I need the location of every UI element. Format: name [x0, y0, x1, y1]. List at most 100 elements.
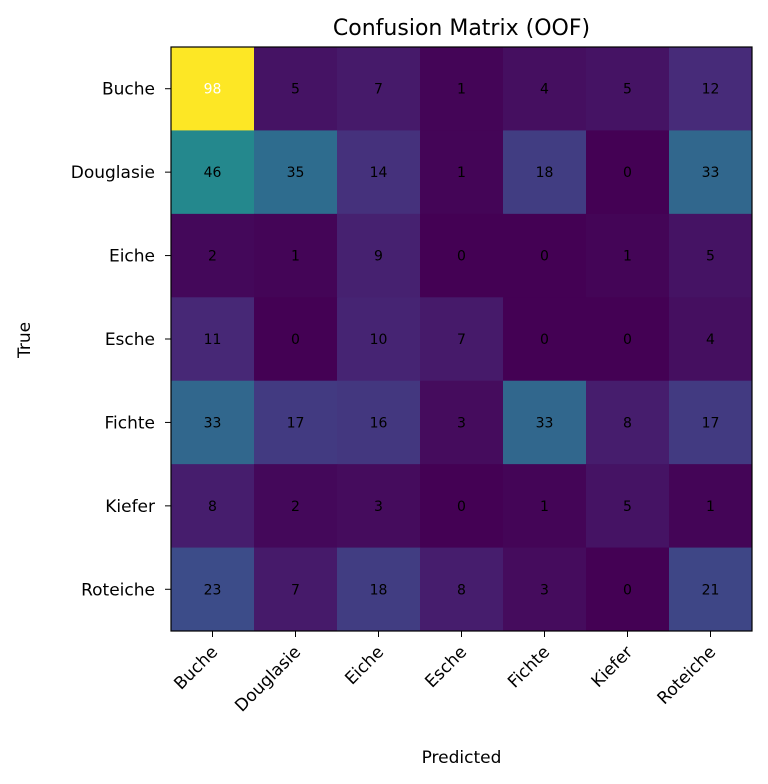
y-tick-label: Roteiche [81, 580, 155, 600]
x-tick-label: Buche [170, 642, 222, 694]
heatmap-cell [669, 47, 753, 131]
chart-title: Confusion Matrix (OOF) [333, 16, 590, 41]
heatmap-cell [337, 213, 421, 298]
x-tick-label: Eiche [341, 642, 388, 689]
cell-value-label: 35 [287, 165, 305, 181]
cell-value-label: 7 [374, 82, 383, 98]
x-axis-label: Predicted [422, 748, 502, 768]
heatmap-cell [420, 130, 504, 215]
cell-value-label: 0 [623, 582, 632, 598]
heatmap-cell [669, 297, 753, 382]
cell-value-label: 18 [370, 582, 388, 598]
cell-value-label: 11 [204, 332, 222, 348]
cell-value-label: 1 [291, 249, 300, 265]
cell-value-label: 3 [374, 499, 383, 515]
cell-value-label: 9 [374, 249, 383, 265]
cell-value-label: 7 [457, 332, 466, 348]
heatmap-cell [669, 380, 753, 465]
heatmap-cell [503, 547, 587, 632]
cell-value-label: 0 [540, 332, 549, 348]
cell-value-label: 21 [702, 582, 720, 598]
heatmap-cell [171, 297, 255, 382]
cell-value-label: 0 [291, 332, 300, 348]
heatmap-cell [254, 297, 338, 382]
cell-value-label: 12 [702, 82, 720, 98]
cell-value-label: 7 [291, 582, 300, 598]
heatmap-cell [337, 47, 421, 131]
cell-value-label: 8 [457, 582, 466, 598]
cell-value-label: 0 [623, 165, 632, 181]
cell-value-label: 3 [540, 582, 549, 598]
heatmap-cell [420, 547, 504, 632]
heatmap-cell [171, 130, 255, 215]
heatmap-cell [503, 464, 587, 549]
heatmap-cell [503, 297, 587, 382]
cell-value-label: 8 [208, 499, 217, 515]
heatmap-cell [669, 547, 753, 632]
heatmap-cell [254, 380, 338, 465]
cell-value-label: 23 [204, 582, 222, 598]
heatmap-cell [420, 213, 504, 298]
y-tick-label: Eiche [109, 247, 155, 267]
cell-value-label: 3 [457, 415, 466, 431]
cell-value-label: 1 [623, 249, 632, 265]
heatmap-cell [420, 297, 504, 382]
heatmap-cell [337, 464, 421, 549]
heatmap-cell [171, 380, 255, 465]
cell-value-label: 17 [702, 415, 720, 431]
heatmap-cell [503, 47, 587, 131]
y-tick-label: Fichte [104, 413, 155, 433]
y-axis-label: True [15, 322, 35, 359]
heatmap-cell [503, 130, 587, 215]
heatmap-cell [420, 380, 504, 465]
heatmap-cell [586, 547, 670, 632]
cell-value-label: 46 [204, 165, 222, 181]
cell-value-label: 10 [370, 332, 388, 348]
y-tick-label: Douglasie [71, 163, 155, 183]
cell-value-label: 1 [457, 165, 466, 181]
cell-value-label: 98 [204, 82, 222, 98]
heatmap-cell [503, 380, 587, 465]
heatmap-cell [586, 464, 670, 549]
y-tick-label: Kiefer [105, 497, 155, 517]
heatmap-cell [171, 547, 255, 632]
heatmap-cell [171, 47, 255, 131]
cell-value-label: 0 [457, 499, 466, 515]
heatmap-cell [254, 47, 338, 131]
heatmap-cell [420, 47, 504, 131]
cell-value-label: 16 [370, 415, 388, 431]
cell-value-label: 0 [457, 249, 466, 265]
y-tick-label: Esche [105, 330, 155, 350]
heatmap-cell [254, 213, 338, 298]
cell-value-label: 2 [208, 249, 217, 265]
heatmap-cell [586, 130, 670, 215]
heatmap-cell [586, 380, 670, 465]
heatmap-cells [171, 47, 753, 632]
cell-value-label: 33 [536, 415, 554, 431]
cell-value-label: 1 [540, 499, 549, 515]
cell-value-label: 5 [623, 499, 632, 515]
cell-value-label: 14 [370, 165, 388, 181]
y-tick-label: Buche [102, 80, 155, 100]
cell-value-label: 5 [623, 82, 632, 98]
x-tick-label: Fichte [504, 642, 554, 692]
cell-value-label: 33 [204, 415, 222, 431]
cell-value-label: 17 [287, 415, 305, 431]
cell-value-label: 4 [706, 332, 715, 348]
cell-value-label: 1 [706, 499, 715, 515]
x-tick-label: Roteiche [654, 642, 720, 708]
x-tick-label: Douglasie [231, 642, 305, 716]
cell-value-label: 8 [623, 415, 632, 431]
heatmap-cell [586, 213, 670, 298]
heatmap-cell [254, 130, 338, 215]
heatmap-cell [337, 380, 421, 465]
heatmap-cell [420, 464, 504, 549]
heatmap-cell [669, 464, 753, 549]
heatmap-cell [669, 213, 753, 298]
x-tick-label: Esche [421, 642, 471, 692]
cell-value-label: 1 [457, 82, 466, 98]
heatmap-cell [337, 130, 421, 215]
heatmap-cell [586, 47, 670, 131]
heatmap-cell [669, 130, 753, 215]
